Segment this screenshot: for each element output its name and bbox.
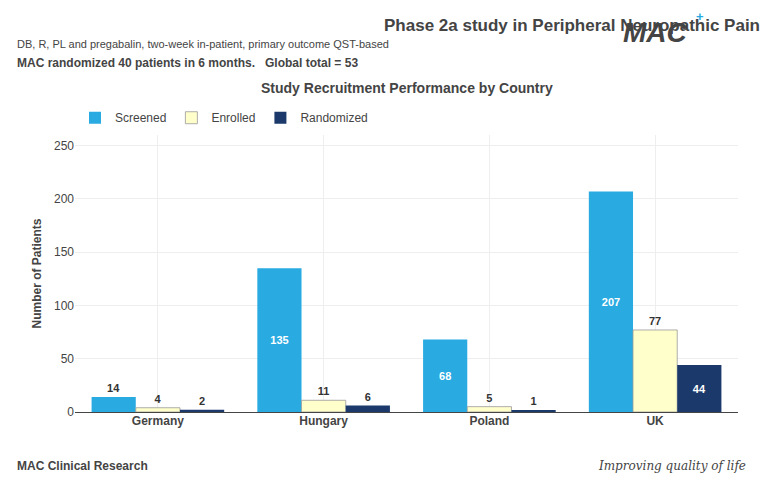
svg-text:MAC: MAC: [623, 17, 688, 48]
svg-text:100: 100: [54, 299, 74, 313]
svg-text:Germany: Germany: [132, 414, 184, 428]
svg-text:50: 50: [61, 352, 75, 366]
svg-text:DB, R, PL and pregabalin, two-: DB, R, PL and pregabalin, two-week in-pa…: [17, 38, 389, 50]
svg-text:11: 11: [318, 385, 330, 397]
svg-text:MAC randomized 40 patients in: MAC randomized 40 patients in 6 months. …: [17, 56, 358, 70]
svg-text:150: 150: [54, 245, 74, 259]
svg-text:77: 77: [649, 315, 661, 327]
svg-text:Improving quality of life: Improving quality of life: [598, 459, 746, 473]
svg-text:1: 1: [531, 395, 537, 407]
svg-text:Randomized: Randomized: [300, 111, 367, 125]
svg-text:+: +: [696, 9, 704, 24]
svg-text:Phase 2a study in Peripheral N: Phase 2a study in Peripheral Neuropathic…: [384, 16, 760, 35]
svg-text:Number of Patients: Number of Patients: [30, 218, 44, 328]
svg-text:2: 2: [199, 395, 205, 407]
svg-text:44: 44: [693, 383, 706, 395]
svg-text:250: 250: [54, 139, 74, 153]
svg-text:UK: UK: [646, 414, 664, 428]
svg-text:Hungary: Hungary: [299, 414, 348, 428]
svg-text:5: 5: [486, 392, 492, 404]
svg-text:135: 135: [270, 334, 288, 346]
svg-text:207: 207: [602, 296, 620, 308]
svg-text:6: 6: [365, 391, 371, 403]
svg-text:Study Recruitment Performance: Study Recruitment Performance by Country: [261, 80, 553, 96]
svg-text:68: 68: [439, 370, 451, 382]
svg-text:Screened: Screened: [115, 111, 166, 125]
svg-text:4: 4: [154, 393, 161, 405]
svg-text:14: 14: [107, 382, 120, 394]
svg-text:MAC Clinical Research: MAC Clinical Research: [17, 459, 148, 473]
svg-text:Enrolled: Enrolled: [211, 111, 255, 125]
svg-text:200: 200: [54, 192, 74, 206]
svg-text:Poland: Poland: [469, 414, 509, 428]
svg-text:0: 0: [67, 405, 74, 419]
